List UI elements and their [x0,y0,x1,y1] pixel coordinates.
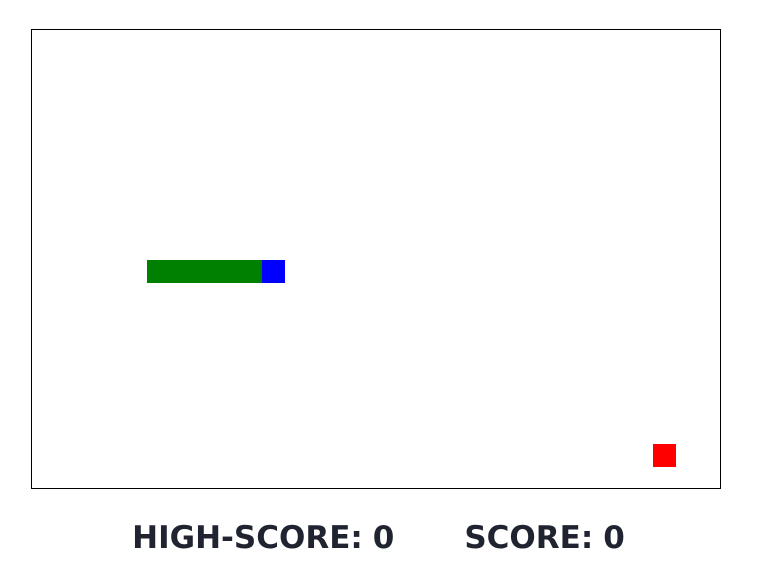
scoreboard: HIGH-SCORE: 0 SCORE: 0 [0,516,757,560]
score-value: 0 [603,520,625,556]
snake-body-segment [147,260,170,283]
snake-head [262,260,285,283]
snake-body-segment [239,260,262,283]
food-pellet [653,444,676,467]
game-board[interactable] [31,29,721,489]
high-score-label: HIGH-SCORE: [132,520,363,556]
high-score-display: HIGH-SCORE: 0 [132,520,394,556]
high-score-value: 0 [372,520,395,556]
snake-body-segment [170,260,193,283]
snake-body-segment [216,260,239,283]
snake-body-segment [193,260,216,283]
score-label: SCORE: [464,520,594,556]
score-display: SCORE: 0 [464,520,624,556]
